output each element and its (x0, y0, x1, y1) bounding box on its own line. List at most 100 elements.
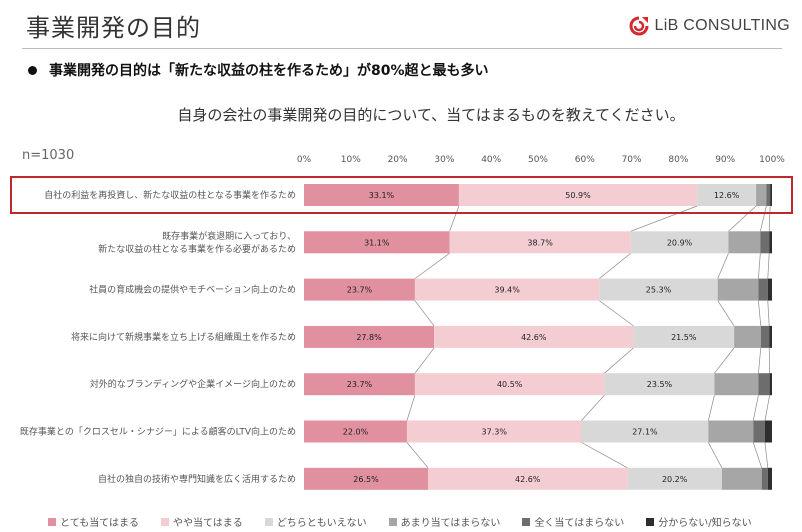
data-label: 40.5% (497, 380, 523, 389)
bar-segment (767, 467, 772, 490)
series-connector-line (758, 253, 761, 279)
bar-segment (630, 231, 729, 254)
bar-segment (721, 467, 762, 490)
title-divider (22, 48, 782, 49)
bar-segment (760, 325, 770, 348)
series-connector-line (758, 300, 762, 326)
category-label: 既存事業が衰退期に入っており、 (162, 230, 296, 242)
data-label: 23.7% (347, 286, 373, 295)
bar-segment (458, 184, 698, 206)
bar-segment (734, 325, 761, 348)
bar-segment (428, 467, 628, 490)
series-connector-line (449, 205, 460, 232)
x-tick-label: 60% (575, 155, 595, 165)
data-label: 21.5% (671, 333, 697, 342)
series-connector-line (708, 395, 715, 421)
bar-segment (304, 373, 415, 396)
highlight-box (10, 176, 793, 214)
series-connector-line (414, 300, 435, 327)
x-tick-label: 50% (528, 155, 548, 165)
category-label: 将来に向けて新規事業を立ち上げる組織風土を作るため (71, 331, 296, 343)
legend-swatch (48, 517, 56, 526)
bar-segment (769, 325, 772, 348)
legend-label: あまり当てはまらない (400, 518, 501, 529)
data-label: 50.9% (565, 191, 591, 200)
legend-label: 分からない/知らない (658, 518, 752, 529)
bullet-icon (28, 65, 37, 75)
company-logo: LiB CONSULTING (629, 16, 790, 36)
data-label: 42.6% (521, 333, 547, 342)
bar-segment (414, 373, 605, 396)
bar-segment (599, 278, 718, 301)
series-connector-line (406, 395, 416, 421)
data-label: 31.1% (364, 238, 390, 247)
category-label: 既存事業との「クロスセル・シナジー」による顧客のLTV向上のため (20, 426, 296, 438)
legend-item: とても当てはまる (48, 514, 139, 529)
series-connector-line (414, 347, 435, 374)
sample-size: n=1030 (22, 148, 75, 163)
data-label: 27.8% (356, 333, 382, 342)
bar-segment (304, 467, 429, 490)
legend-item: やや当てはまる (161, 514, 243, 529)
series-connector-line (767, 253, 770, 279)
bar-segment (633, 325, 735, 348)
bar-segment (304, 420, 407, 443)
data-label: 23.7% (347, 380, 373, 389)
bar-segment (769, 231, 772, 254)
data-label: 22.0% (343, 428, 369, 437)
x-tick-label: 100% (759, 155, 785, 165)
x-tick-label: 0% (297, 155, 312, 165)
bar-segment (697, 184, 757, 206)
legend-label: どちらともいえない (276, 518, 367, 529)
survey-question: 自身の会社の事業開発の目的について、当てはまるものを教えてください。 (177, 106, 685, 124)
legend-swatch (264, 517, 273, 526)
category-label: 対外的なブランディングや企業イメージ向上のため (90, 378, 296, 390)
bar-segment (304, 231, 450, 254)
bar-segment (761, 467, 768, 490)
bar-segment (756, 184, 767, 206)
key-finding-text: 事業開発の目的は「新たな収益の柱を作るため」が80%超と最も多い (49, 63, 489, 79)
legend-label: 全く当てはまらない (534, 518, 625, 529)
bar-segment (414, 278, 600, 301)
data-label: 33.1% (369, 191, 395, 200)
data-label: 25.3% (646, 286, 672, 295)
legend-item: あまり当てはまらない (388, 514, 501, 529)
series-connector-line (599, 253, 631, 279)
series-connector-line (717, 253, 729, 279)
bar-segment (714, 373, 759, 396)
bar-segment (434, 325, 634, 348)
stacked-bar-chart: 0% 10% 20% 30% 40% 50% 60% 70% 80% 90% 100% 自社の利益を再… (20, 155, 785, 490)
legend-item: 全く当てはまらない (522, 514, 624, 529)
bar-segment (758, 373, 770, 396)
series-connector-line (406, 442, 429, 469)
bar-segment (767, 278, 772, 301)
x-tick-label: 20% (388, 155, 408, 165)
page-title: 事業開発の目的 (26, 14, 201, 42)
data-label: 12.6% (714, 191, 740, 200)
bar-segment (604, 373, 715, 396)
bar-segment (406, 420, 582, 443)
bar-segment (717, 278, 759, 301)
chart-legend: とても当てはまる やや当てはまる どちらともいえない あまり当てはまらない 全く当てはま… (48, 514, 752, 529)
series-connector-line (759, 205, 767, 232)
x-tick-label: 90% (715, 155, 735, 165)
series-connector-line (767, 300, 770, 326)
bar-segment (581, 420, 709, 443)
legend-swatch (161, 517, 169, 526)
series-connector-line (752, 395, 759, 421)
data-label: 42.6% (515, 475, 541, 484)
bar-segment (304, 184, 459, 206)
bar-segment (304, 278, 415, 301)
legend-label: とても当てはまる (60, 518, 139, 529)
x-tick-label: 80% (668, 155, 688, 165)
lib-logo-icon (629, 16, 649, 36)
series-connector-line (599, 300, 634, 327)
data-label: 27.1% (632, 428, 658, 437)
category-label: 新たな収益の柱となる事業を作る必要があるため (98, 243, 296, 255)
series-connector-line (581, 442, 628, 469)
x-tick-label: 70% (622, 155, 642, 165)
series-connector-line (728, 205, 757, 232)
bar-segment (627, 467, 722, 490)
series-connector-line (768, 205, 771, 232)
key-finding: 事業開発の目的は「新たな収益の柱を作るため」が80%超と最も多い (28, 60, 489, 80)
